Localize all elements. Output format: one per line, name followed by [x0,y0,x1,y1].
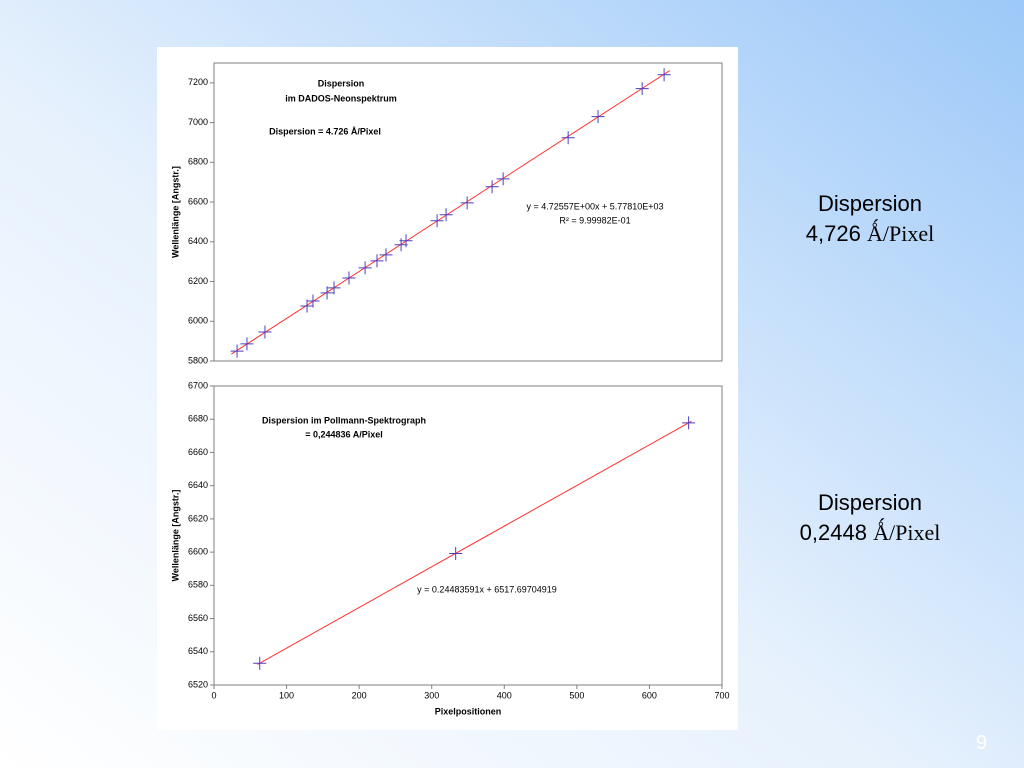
chart-title: = 0,244836 A/Pixel [305,429,382,439]
y-tick-label: 6640 [188,480,208,490]
x-tick-label: 500 [569,690,584,700]
chart-title: Dispersion [318,78,365,88]
point [379,248,393,262]
chart-panel [157,47,738,730]
unit: Ǻ/Pixel [866,221,935,246]
caption-label: Dispersion [818,490,922,515]
y-tick-label: 6000 [188,316,208,326]
x-tick-label: 700 [714,690,729,700]
y-tick-label: 6400 [188,236,208,246]
y-tick-label: 6600 [188,546,208,556]
y-axis-label: Wellenlänge [Angstr.] [170,490,180,582]
point [258,325,272,339]
y-tick-label: 6520 [188,679,208,689]
y-tick-label: 5800 [188,355,208,365]
point [591,110,605,124]
point [253,656,267,670]
value: 0,2448 [799,520,867,545]
fit-line [231,70,671,355]
annotation: y = 4.72557E+00x + 5.77810E+03 [526,201,663,211]
point [561,131,575,145]
y-tick-label: 6580 [188,580,208,590]
x-tick-label: 200 [352,690,367,700]
point [430,214,444,228]
point [635,82,649,96]
point [370,254,384,268]
caption: Dispersion 0,2448 Ǻ/Pixel [760,488,980,548]
y-tick-label: 6660 [188,447,208,457]
y-tick-label: 6200 [188,276,208,286]
point [240,337,254,351]
y-tick-label: 6600 [188,196,208,206]
fit-line [257,420,692,665]
y-tick-label: 6800 [188,157,208,167]
point [327,281,341,295]
point [682,416,696,430]
annotation: R² = 9.99982E-01 [559,215,630,225]
y-tick-label: 6560 [188,613,208,623]
point [485,180,499,194]
value: 4,726 [805,221,861,246]
point [320,286,334,300]
y-tick-label: 6680 [188,414,208,424]
unit: Ǻ/Pixel [873,520,941,545]
page-number: 9 [976,732,988,754]
y-tick-label: 6620 [188,513,208,523]
point [342,271,356,285]
point [449,546,463,560]
chart-title: im DADOS-Neonspektrum [285,93,397,103]
caption-label: Dispersion [818,191,922,216]
point [496,172,510,186]
point [439,208,453,222]
y-tick-label: 6540 [188,646,208,656]
caption-value: 0,2448 Ǻ/Pixel [760,518,980,548]
plot-area [213,62,723,362]
point [657,68,671,82]
point [460,196,474,210]
chart-title: Dispersion im Pollmann-Spektrograph [262,415,426,425]
caption: Dispersion 4,726 Ǻ/Pixel [760,189,980,249]
annotation: Dispersion = 4.726 Å/Pixel [269,126,381,136]
y-tick-label: 6700 [188,380,208,390]
point [399,234,413,248]
y-tick-label: 7000 [188,117,208,127]
point [306,294,320,308]
y-tick-label: 7200 [188,77,208,87]
caption-value: 4,726 Ǻ/Pixel [760,219,980,249]
x-tick-label: 300 [424,690,439,700]
x-tick-label: 600 [642,690,657,700]
point [300,299,314,313]
point [230,344,244,358]
plot-area [213,385,723,686]
point [358,261,372,275]
x-tick-label: 400 [497,690,512,700]
x-tick-label: 100 [279,690,294,700]
annotation: y = 0.24483591x + 6517.69704919 [417,584,557,594]
y-axis-label: Wellenlänge [Angstr.] [170,166,180,258]
x-axis-label: Pixelpositionen [435,706,502,716]
x-tick-label: 0 [211,690,216,700]
